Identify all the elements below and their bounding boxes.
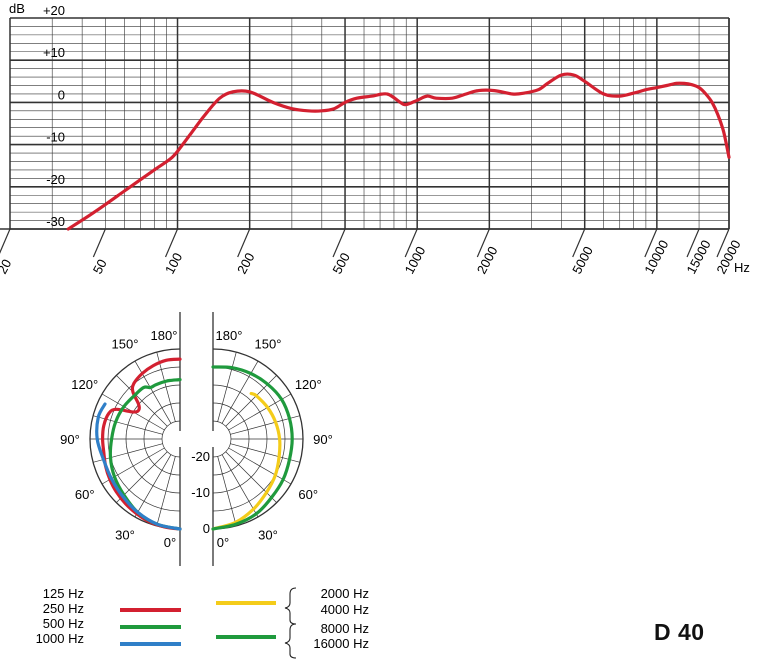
polar-spoke <box>217 456 237 527</box>
x-tick-label: 10000 <box>641 237 671 276</box>
x-tick-label: 20 <box>0 257 14 277</box>
x-tick-label: 100 <box>162 250 185 276</box>
legend-label: 500 Hz <box>43 616 84 631</box>
x-tick-label: 2000 <box>474 244 501 277</box>
polar-angle-label: 30° <box>258 527 278 542</box>
x-tick-label: 5000 <box>569 244 596 277</box>
polar-radial-label: 0 <box>203 521 210 536</box>
polar-ring <box>161 420 181 458</box>
x-tick-label: 500 <box>329 250 352 276</box>
legend-brace <box>284 623 297 659</box>
polar-angle-label: 150° <box>255 337 282 352</box>
polar-radial-label: -20 <box>191 449 210 464</box>
polar-angle-label: 0° <box>164 535 176 550</box>
polar-spoke <box>134 454 172 518</box>
polar-labels: 0° 0° 30° 30° 60° 60° 90° 90° 120° 120° 150° 150° 18… <box>60 328 333 550</box>
x-tick-mark <box>92 228 106 258</box>
frequency-grid <box>0 17 730 230</box>
polar-spoke <box>221 360 259 424</box>
x-axis-label: Hz <box>734 260 750 275</box>
y-tick-label: 0 <box>58 87 65 102</box>
frequency-response-series <box>66 72 731 231</box>
polar-spoke <box>156 456 176 527</box>
polar-curve <box>95 402 182 531</box>
frequency-response-chart: +20 +10 0 -10 -20 -30 20 50 100 200 500 1000 2000 50… <box>0 1 750 276</box>
x-tick-label: 1000 <box>402 244 429 277</box>
polar-angle-label: 180° <box>216 328 243 343</box>
polar-angle-label: 0° <box>217 535 229 550</box>
polar-angle-label: 30° <box>115 527 135 542</box>
frequency-response-line <box>66 72 731 231</box>
polar-angle-label: 120° <box>295 377 322 392</box>
y-tick-labels: +20 +10 0 -10 -20 -30 <box>43 3 65 229</box>
polar-ring <box>212 420 232 458</box>
polar-spoke <box>217 351 237 422</box>
x-tick-mark <box>644 228 658 258</box>
x-tick-label: 50 <box>90 257 110 277</box>
polar-spoke <box>116 375 168 427</box>
legend-label: 4000 Hz <box>321 602 369 617</box>
polar-angle-label: 60° <box>75 487 95 502</box>
x-tick-mark <box>237 228 251 258</box>
y-tick-label: -30 <box>46 214 65 229</box>
legend-label: 1000 Hz <box>36 631 84 646</box>
x-tick-mark <box>164 228 179 258</box>
polar-spoke <box>225 451 277 503</box>
polar-angle-label: 180° <box>151 328 178 343</box>
polar-angle-label: 120° <box>71 377 98 392</box>
x-tick-mark <box>572 228 586 258</box>
legend-label: 250 Hz <box>43 601 84 616</box>
x-tick-mark <box>476 228 490 258</box>
polar-pattern-chart: 0° 0° 30° 30° 60° 60° 90° 90° 120° 120° 150° 150° 18… <box>60 312 333 566</box>
y-tick-label: -10 <box>46 130 65 145</box>
polar-spoke <box>228 447 292 485</box>
legend-label: 8000 Hz <box>321 621 369 636</box>
legend-label: 2000 Hz <box>321 586 369 601</box>
x-tick-mark <box>0 228 11 254</box>
x-tick-labels: 20 50 100 200 500 1000 2000 5000 10000 15000 20000 <box>0 228 744 277</box>
x-tick-label: 15000 <box>683 237 713 276</box>
polar-curve <box>211 391 282 531</box>
polar-series <box>95 357 294 531</box>
y-axis-label: dB <box>9 1 25 16</box>
legend-label: 125 Hz <box>43 586 84 601</box>
legend-label: 16000 Hz <box>313 636 369 651</box>
y-tick-label: -20 <box>46 172 65 187</box>
polar-angle-label: 90° <box>60 432 80 447</box>
polar-spoke <box>225 375 277 427</box>
x-tick-mark <box>686 228 700 258</box>
model-label: D 40 <box>654 619 705 645</box>
polar-curve <box>101 357 182 531</box>
x-tick-mark <box>716 228 730 258</box>
polar-angle-label: 150° <box>112 337 139 352</box>
polar-radial-label: -10 <box>191 485 210 500</box>
polar-angle-label: 90° <box>313 432 333 447</box>
x-tick-mark <box>404 228 418 258</box>
polar-spoke <box>134 360 172 424</box>
polar-curve <box>211 365 294 531</box>
polar-angle-label: 60° <box>298 487 318 502</box>
x-tick-label: 200 <box>234 250 257 276</box>
x-tick-mark <box>332 228 346 258</box>
y-tick-label: +10 <box>43 45 65 60</box>
y-tick-label: +20 <box>43 3 65 18</box>
legend-brace <box>284 587 297 625</box>
polar-spoke <box>221 454 259 518</box>
